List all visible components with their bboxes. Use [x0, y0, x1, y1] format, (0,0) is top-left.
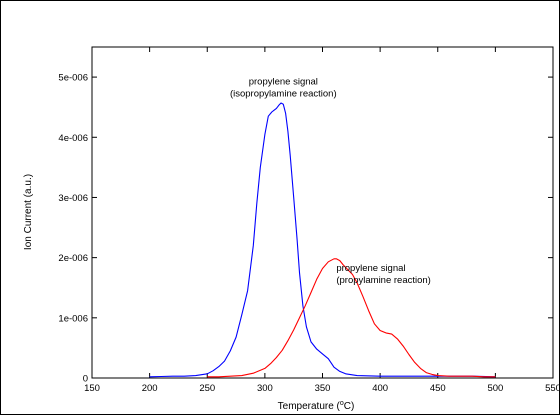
- series-layer: [149, 102, 496, 378]
- x-tick-label: 550: [545, 383, 560, 394]
- y-tick-label: 5e-006: [58, 73, 88, 84]
- series-line-2: [207, 258, 496, 378]
- y-tick-label: 2e-006: [58, 253, 88, 264]
- axes: 150 200 250 300 350 400 450 500 550 0 1e-006 2e-006…: [58, 46, 560, 394]
- x-tick-label: 200: [142, 383, 158, 394]
- x-axis-label-unit: C): [344, 401, 355, 412]
- x-tick-label: 300: [257, 383, 273, 394]
- y-tick-label: 4e-006: [58, 133, 88, 144]
- y-tick-label: 1e-006: [58, 313, 88, 324]
- annotations: propylene signal (isopropylamine reaction…: [230, 76, 431, 286]
- x-axis-label-sup: o: [340, 400, 344, 407]
- y-axis-label: Ion Current (a.u.): [23, 174, 34, 250]
- annotation-2: propylene signal (propylamine reaction): [336, 263, 431, 286]
- x-tick-label: 450: [430, 383, 446, 394]
- y-tick-label: 0: [83, 374, 88, 385]
- annotation-line: propylene signal: [249, 76, 318, 87]
- x-axis-label-text: Temperature (: [278, 401, 341, 412]
- annotation-line: (isopropylamine reaction): [230, 88, 337, 99]
- x-tick-label: 150: [84, 383, 100, 394]
- annotation-1: propylene signal (isopropylamine reaction…: [230, 76, 337, 99]
- annotation-line: propylene signal: [336, 263, 405, 274]
- series-line-1: [149, 102, 496, 378]
- annotation-line: (propylamine reaction): [336, 275, 431, 286]
- x-tick-label: 500: [487, 383, 503, 394]
- x-axis-label: Temperature (oC): [278, 400, 355, 412]
- y-tick-label: 3e-006: [58, 193, 88, 204]
- x-tick-label: 350: [315, 383, 331, 394]
- x-tick-label: 250: [199, 383, 215, 394]
- x-tick-label: 400: [372, 383, 388, 394]
